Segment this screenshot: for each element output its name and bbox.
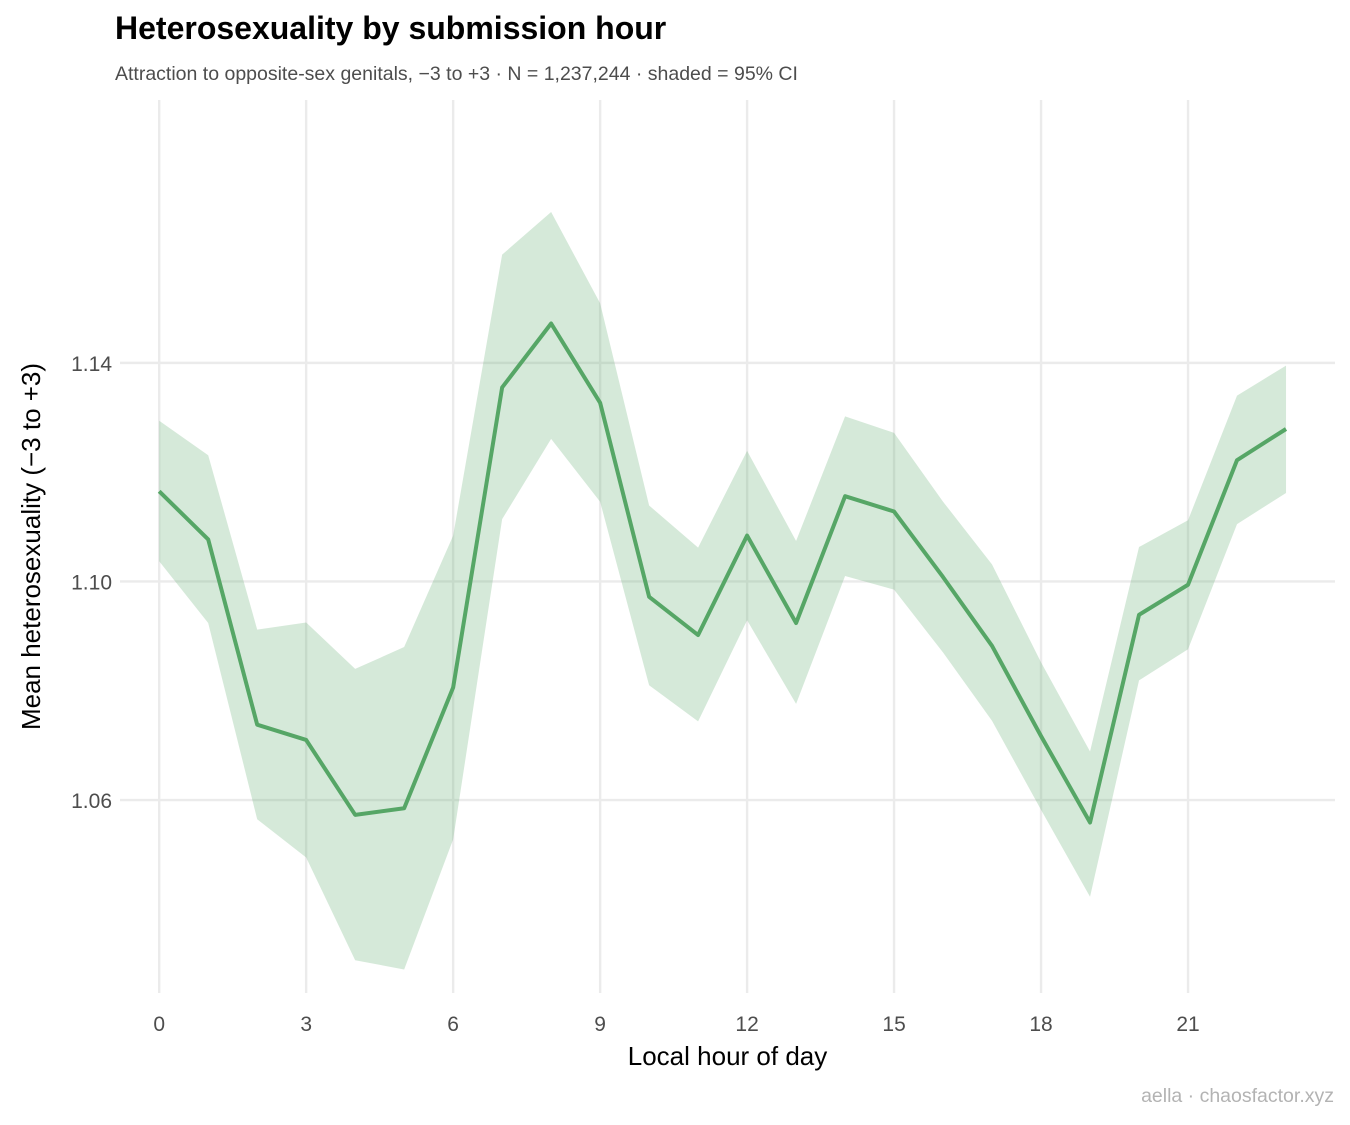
x-axis-title: Local hour of day bbox=[628, 1041, 827, 1071]
y-axis-title: Mean heterosexuality (−3 to +3) bbox=[16, 363, 46, 730]
x-tick-label: 6 bbox=[447, 1013, 459, 1036]
x-tick-label: 21 bbox=[1176, 1013, 1199, 1036]
chart-title: Heterosexuality by submission hour bbox=[115, 10, 667, 46]
mean-line bbox=[157, 321, 1288, 825]
y-tick-label: 1.14 bbox=[71, 353, 112, 376]
confidence-band bbox=[159, 212, 1287, 970]
y-tick-label: 1.10 bbox=[71, 571, 112, 594]
chart-subtitle: Attraction to opposite-sex genitals, −3 … bbox=[115, 63, 798, 85]
x-tick-label: 3 bbox=[300, 1013, 312, 1036]
x-tick-label: 12 bbox=[735, 1013, 758, 1036]
chart-caption: aella · chaosfactor.xyz bbox=[1141, 1085, 1334, 1107]
grid-lines bbox=[120, 100, 1335, 993]
x-tick-label: 15 bbox=[882, 1013, 905, 1036]
x-tick-labels: 0 3 6 9 12 15 18 21 bbox=[153, 1013, 1199, 1036]
x-tick-label: 18 bbox=[1029, 1013, 1052, 1036]
y-tick-label: 1.06 bbox=[71, 790, 112, 813]
y-tick-labels: 1.06 1.10 1.14 bbox=[71, 353, 112, 813]
x-tick-label: 9 bbox=[594, 1013, 606, 1036]
x-tick-label: 0 bbox=[153, 1013, 165, 1036]
